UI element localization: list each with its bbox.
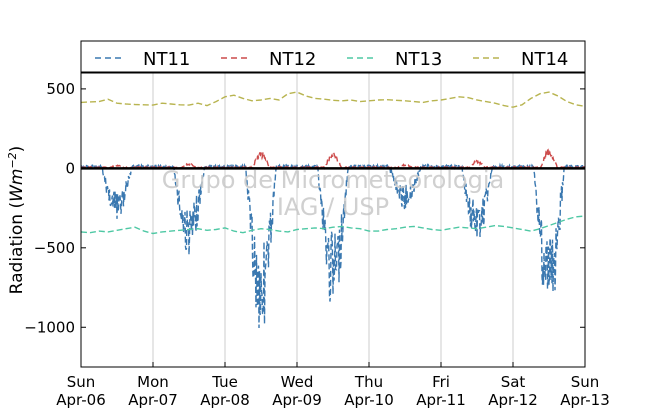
x-tick-label-day-0: Sun xyxy=(67,373,96,391)
x-tick-label-day-1: Mon xyxy=(137,373,169,391)
watermark: Grupo de Micrometeorologia IAG / USP xyxy=(162,166,504,221)
series-line-nt14 xyxy=(80,91,586,108)
x-tick-label-day-7: Sun xyxy=(571,373,600,391)
x-tick-label-day-3: Wed xyxy=(281,373,314,391)
y-axis-label-exponent: −2 xyxy=(6,152,19,168)
legend: NT11 NT12 NT13 NT14 xyxy=(80,40,586,73)
y-tick-label-2: −500 xyxy=(34,239,75,257)
y-tick-label-1: 0 xyxy=(65,159,75,177)
x-tick-label-day-4: Thu xyxy=(354,373,383,391)
legend-label-nt12: NT12 xyxy=(269,49,316,70)
legend-label-nt11: NT11 xyxy=(143,49,190,70)
y-axis-label: Radiation (Wm−2) xyxy=(6,146,28,295)
y-axis-label-prefix: Radiation ( xyxy=(7,202,27,294)
x-tick-label-date-6: Apr-12 xyxy=(488,391,538,409)
grid-lines xyxy=(152,73,514,367)
plot-frame xyxy=(80,72,586,368)
legend-label-nt14: NT14 xyxy=(521,49,568,70)
legend-label-nt13: NT13 xyxy=(395,49,442,70)
watermark-line-1: Grupo de Micrometeorologia xyxy=(162,166,504,194)
x-tick-label-date-3: Apr-09 xyxy=(272,391,322,409)
x-tick-label-date-7: Apr-13 xyxy=(560,391,610,409)
x-tick-label-day-5: Fri xyxy=(432,373,450,391)
x-tick-label-date-5: Apr-11 xyxy=(416,391,466,409)
x-tick-label-date-1: Apr-07 xyxy=(128,391,178,409)
y-axis-label-units: Wm xyxy=(7,169,27,202)
x-tick-label-day-6: Sat xyxy=(501,373,526,391)
legend-box xyxy=(80,40,586,73)
x-tick-label-date-4: Apr-10 xyxy=(344,391,394,409)
series-line-nt13 xyxy=(80,215,586,235)
x-tick-label-date-0: Apr-06 xyxy=(56,391,106,409)
y-tick-label-0: 500 xyxy=(46,80,75,98)
y-axis-label-suffix: ) xyxy=(7,146,27,153)
y-tick-label-3: −1000 xyxy=(24,318,75,336)
x-tick-label-day-2: Tue xyxy=(211,373,238,391)
watermark-line-2: IAG / USP xyxy=(277,193,389,221)
x-tick-label-date-2: Apr-08 xyxy=(200,391,250,409)
axes: 5000−500−1000SunApr-06MonApr-07TueApr-08… xyxy=(24,80,610,409)
